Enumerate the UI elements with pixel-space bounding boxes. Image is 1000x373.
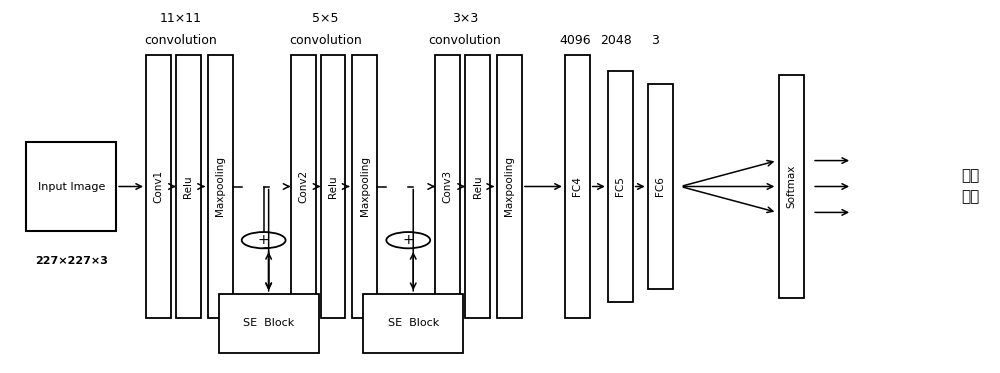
FancyBboxPatch shape (26, 142, 116, 231)
FancyBboxPatch shape (363, 294, 463, 353)
FancyBboxPatch shape (352, 55, 377, 318)
Text: Input Image: Input Image (38, 182, 105, 191)
Text: Maxpooling: Maxpooling (504, 157, 514, 216)
Text: 分类
结果: 分类 结果 (962, 169, 980, 204)
Text: 2048: 2048 (600, 34, 632, 47)
Text: Maxpooling: Maxpooling (215, 157, 225, 216)
FancyBboxPatch shape (648, 84, 673, 289)
FancyBboxPatch shape (497, 55, 522, 318)
FancyBboxPatch shape (565, 55, 590, 318)
Text: convolution: convolution (289, 34, 362, 47)
Text: Conv1: Conv1 (153, 170, 163, 203)
FancyBboxPatch shape (435, 55, 460, 318)
Text: Conv2: Conv2 (298, 170, 308, 203)
Text: FC6: FC6 (655, 176, 665, 197)
Text: Relu: Relu (183, 175, 193, 198)
FancyBboxPatch shape (146, 55, 171, 318)
Text: Relu: Relu (328, 175, 338, 198)
Text: convolution: convolution (145, 34, 217, 47)
FancyBboxPatch shape (208, 55, 233, 318)
Text: Conv3: Conv3 (443, 170, 453, 203)
Text: convolution: convolution (429, 34, 501, 47)
FancyBboxPatch shape (291, 55, 316, 318)
Text: 3×3: 3×3 (452, 12, 478, 25)
FancyBboxPatch shape (320, 55, 345, 318)
Text: 11×11: 11×11 (160, 12, 202, 25)
Text: Relu: Relu (473, 175, 483, 198)
Text: 227×227×3: 227×227×3 (35, 256, 108, 266)
Text: Maxpooling: Maxpooling (360, 157, 370, 216)
FancyBboxPatch shape (779, 75, 804, 298)
Text: FC5: FC5 (615, 176, 625, 197)
Text: 5×5: 5×5 (312, 12, 339, 25)
Text: Softmax: Softmax (787, 165, 797, 208)
FancyBboxPatch shape (465, 55, 490, 318)
FancyBboxPatch shape (219, 294, 319, 353)
Text: 4096: 4096 (559, 34, 591, 47)
Text: +: + (402, 233, 414, 247)
FancyBboxPatch shape (176, 55, 201, 318)
Text: FC4: FC4 (572, 176, 582, 197)
Text: +: + (258, 233, 269, 247)
Text: SE  Block: SE Block (388, 319, 439, 329)
FancyBboxPatch shape (608, 71, 633, 302)
Text: SE  Block: SE Block (243, 319, 294, 329)
Text: 3: 3 (651, 34, 659, 47)
